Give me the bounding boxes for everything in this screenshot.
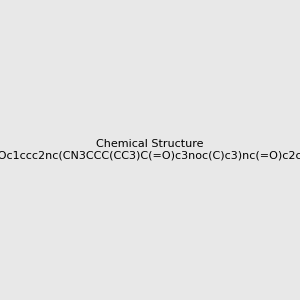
Text: Chemical Structure
COc1ccc2nc(CN3CCC(CC3)C(=O)c3noc(C)c3)nc(=O)c2c1: Chemical Structure COc1ccc2nc(CN3CCC(CC3… xyxy=(0,139,300,161)
